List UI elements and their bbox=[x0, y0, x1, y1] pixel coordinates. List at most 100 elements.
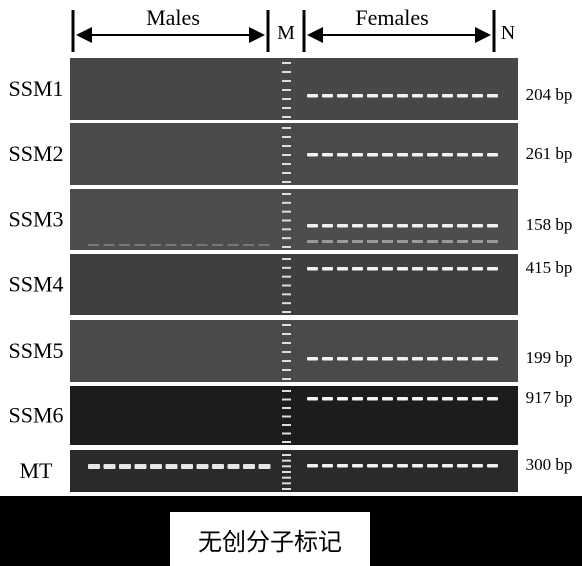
band bbox=[442, 397, 453, 401]
band bbox=[352, 224, 363, 228]
band bbox=[427, 357, 438, 361]
band bbox=[307, 357, 318, 361]
band bbox=[412, 397, 423, 401]
band bbox=[457, 94, 468, 98]
band bbox=[103, 464, 116, 469]
faint-band bbox=[367, 240, 378, 243]
band bbox=[367, 397, 378, 401]
band bbox=[487, 267, 498, 271]
band bbox=[487, 357, 498, 361]
gel-panel bbox=[70, 320, 518, 382]
ladder-band bbox=[282, 482, 291, 485]
band bbox=[457, 224, 468, 228]
gel-panel bbox=[70, 189, 518, 250]
band bbox=[397, 397, 408, 401]
band bbox=[337, 357, 348, 361]
band-size: 917 bp bbox=[526, 388, 573, 407]
band bbox=[457, 153, 468, 157]
ladder-band bbox=[282, 116, 291, 118]
ladder-band bbox=[282, 62, 291, 64]
band bbox=[322, 267, 333, 271]
ladder-band bbox=[282, 107, 291, 109]
ladder-band bbox=[282, 172, 291, 174]
band bbox=[472, 153, 483, 157]
band bbox=[337, 267, 348, 271]
band bbox=[258, 464, 271, 469]
ladder-band bbox=[282, 459, 291, 462]
band bbox=[307, 464, 318, 468]
band bbox=[322, 94, 333, 98]
band bbox=[472, 397, 483, 401]
females-label: Females bbox=[355, 5, 428, 30]
faint-band bbox=[397, 240, 408, 243]
ladder-band bbox=[282, 219, 291, 222]
faint-band bbox=[227, 244, 239, 246]
band bbox=[487, 464, 498, 468]
faint-band bbox=[337, 240, 348, 243]
band bbox=[88, 464, 100, 469]
faint-band bbox=[196, 244, 208, 246]
band bbox=[352, 153, 363, 157]
band bbox=[337, 464, 348, 468]
band bbox=[412, 357, 423, 361]
band bbox=[442, 267, 453, 271]
band bbox=[457, 267, 468, 271]
band bbox=[487, 397, 498, 401]
band bbox=[382, 224, 393, 228]
band bbox=[367, 94, 378, 98]
ladder-band bbox=[282, 424, 291, 426]
band bbox=[322, 464, 333, 468]
band bbox=[307, 94, 318, 98]
band bbox=[196, 464, 209, 469]
band bbox=[487, 224, 498, 228]
band bbox=[352, 464, 363, 468]
faint-band bbox=[487, 240, 498, 243]
band bbox=[412, 267, 423, 271]
ladder-band bbox=[282, 302, 291, 305]
band bbox=[412, 153, 423, 157]
ladder-band bbox=[282, 476, 291, 479]
band-size: 158 bp bbox=[526, 215, 573, 234]
band bbox=[322, 357, 333, 361]
row-label: SSM3 bbox=[8, 207, 63, 232]
row-label: SSM2 bbox=[8, 141, 63, 166]
faint-band bbox=[322, 240, 333, 243]
band bbox=[412, 224, 423, 228]
ladder-band bbox=[282, 454, 291, 456]
ladder-band bbox=[282, 98, 291, 100]
band bbox=[337, 224, 348, 228]
gel-panel bbox=[70, 450, 518, 492]
band bbox=[322, 153, 333, 157]
negative-label: N bbox=[501, 22, 515, 44]
band bbox=[352, 267, 363, 271]
ladder-band bbox=[282, 258, 291, 260]
ladder-band bbox=[282, 193, 291, 195]
band bbox=[397, 94, 408, 98]
band bbox=[382, 357, 393, 361]
band bbox=[397, 357, 408, 361]
band bbox=[307, 397, 318, 401]
ladder-band bbox=[282, 89, 291, 91]
band bbox=[382, 153, 393, 157]
ladder-band bbox=[282, 210, 291, 213]
band bbox=[367, 153, 378, 157]
band bbox=[227, 464, 240, 469]
ladder-band bbox=[282, 351, 291, 353]
gels: SSM1 204 bp SSM2 261 bp SSM3 158 bp SSM4 415 bp… bbox=[8, 58, 572, 492]
band bbox=[165, 464, 178, 469]
row-label: SSM4 bbox=[8, 272, 63, 297]
band bbox=[442, 224, 453, 228]
band bbox=[487, 153, 498, 157]
ladder-band bbox=[282, 136, 291, 138]
ladder-band bbox=[282, 441, 291, 443]
band bbox=[119, 464, 131, 469]
band bbox=[442, 153, 453, 157]
band bbox=[337, 94, 348, 98]
gel-panel bbox=[70, 386, 518, 445]
faint-band bbox=[212, 244, 223, 246]
band bbox=[307, 224, 318, 228]
band bbox=[367, 267, 378, 271]
band bbox=[472, 464, 483, 468]
faint-band bbox=[412, 240, 423, 243]
